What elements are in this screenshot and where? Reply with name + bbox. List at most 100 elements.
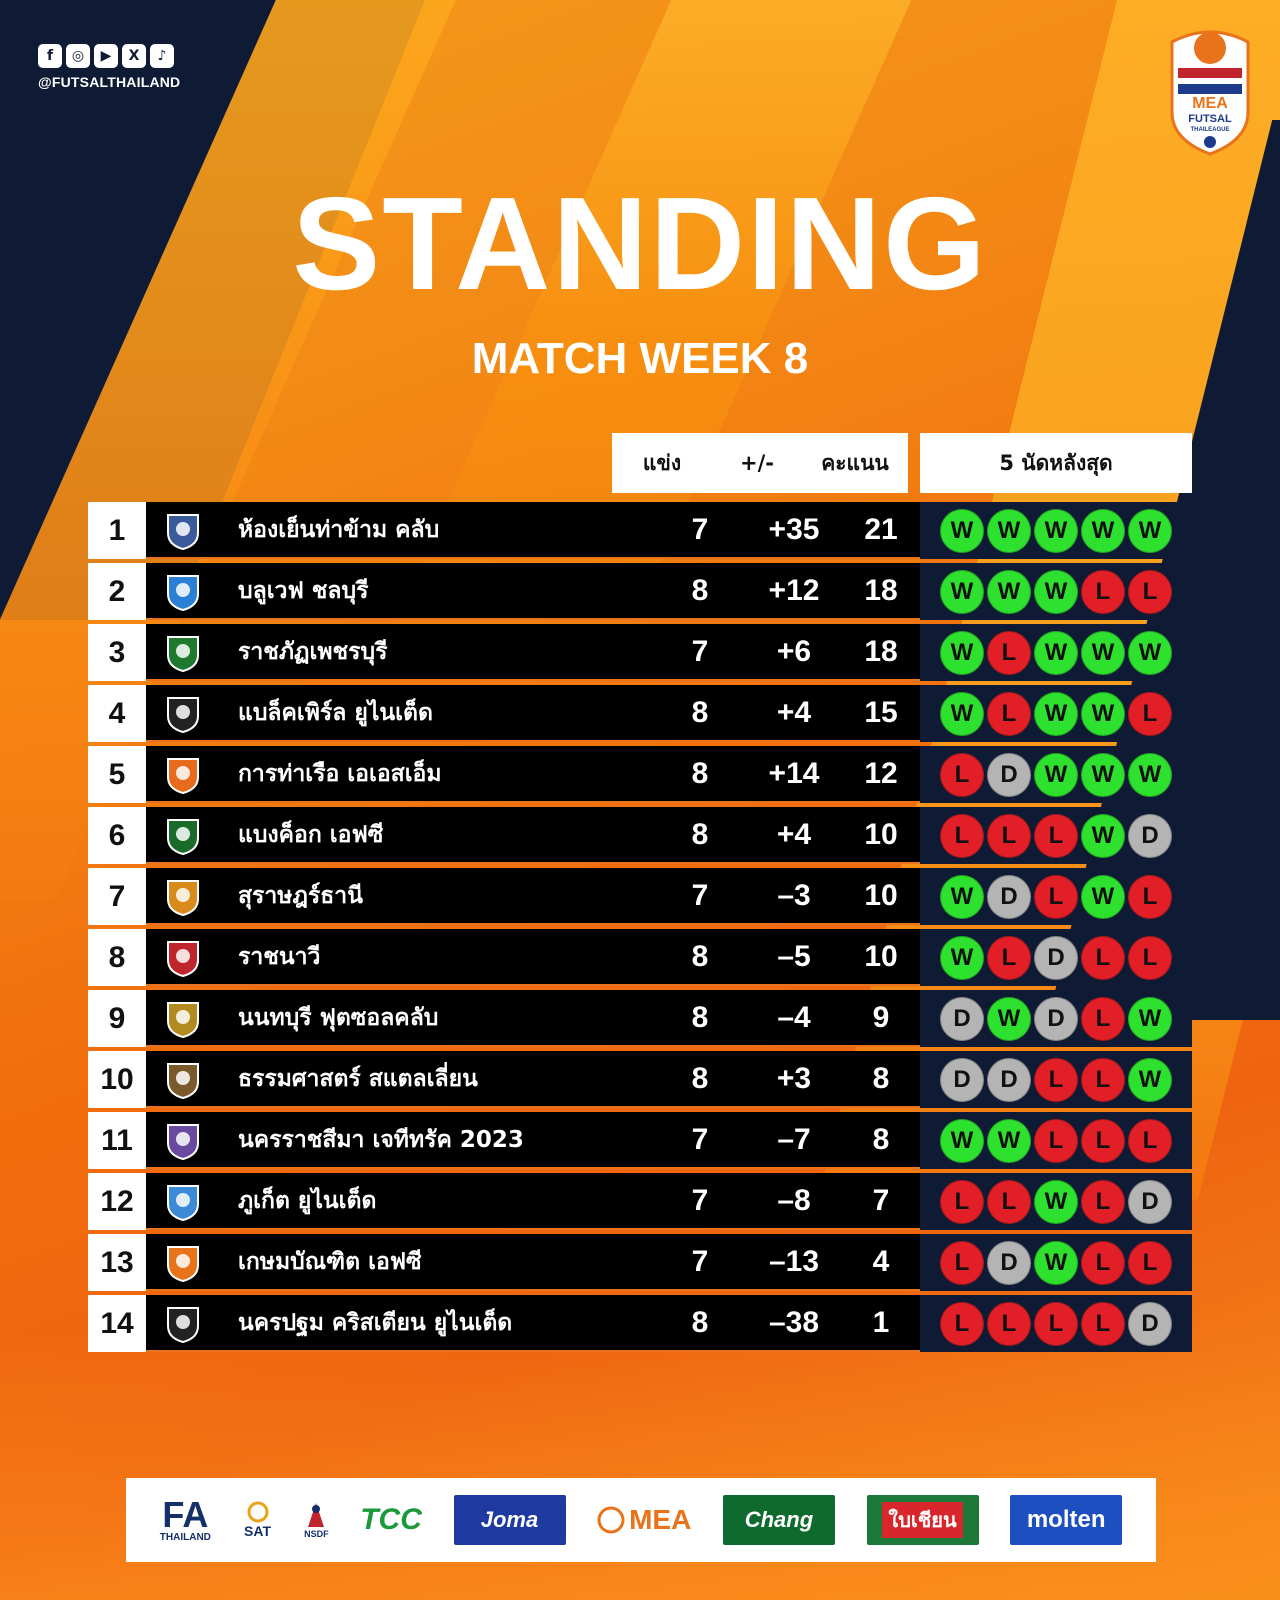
- position: 13: [88, 1234, 146, 1291]
- club-crest-icon: [160, 1239, 206, 1285]
- header-played: แข่ง: [642, 450, 682, 475]
- page-title: STANDING: [292, 170, 988, 317]
- form-result-draw: D: [1128, 813, 1172, 858]
- form-result-loss: L: [940, 1301, 984, 1346]
- form-result-loss: L: [1081, 1179, 1125, 1224]
- header-form: 5 นัดหลังสุด: [999, 450, 1113, 475]
- header-points: คะแนน: [821, 450, 889, 475]
- facebook-icon[interactable]: f: [38, 44, 62, 68]
- form-result-win: W: [987, 1118, 1031, 1163]
- form-result-loss: L: [1081, 569, 1125, 614]
- form-result-win: W: [940, 1118, 984, 1163]
- team-name: แบงค็อก เอฟซี: [238, 821, 384, 848]
- team-name: ราชนาวี: [238, 943, 321, 970]
- goal-diff-value: +3: [776, 1061, 812, 1095]
- team-cell: นครปฐม คริสเตียน ยูไนเต็ด 8 –38 1: [146, 1295, 920, 1352]
- form-result-win: W: [1034, 569, 1078, 614]
- x-icon[interactable]: X: [122, 44, 146, 68]
- position: 3: [88, 624, 146, 681]
- team-cell: นครราชสีมา เจทีทรัค 2023 7 –7 8: [146, 1112, 920, 1169]
- form-result-win: W: [987, 996, 1031, 1041]
- social-handle: @FUTSALTHAILAND: [38, 74, 181, 90]
- team-cell: สุราษฎร์ธานี 7 –3 10: [146, 868, 920, 925]
- played-value: 7: [691, 878, 709, 912]
- form-result-win: W: [1034, 752, 1078, 797]
- team-name: แบล็คเพิร์ล ยูไนเต็ด: [238, 699, 433, 726]
- form-result-loss: L: [1034, 1301, 1078, 1346]
- baisien-logo: ใบเชียน: [866, 1495, 979, 1545]
- goal-diff-value: +4: [776, 695, 812, 729]
- position: 8: [88, 929, 146, 986]
- points-value: 18: [864, 634, 898, 668]
- form-result-win: W: [1034, 508, 1078, 553]
- form-result-loss: L: [940, 813, 984, 858]
- sponsor-bar: FA THAILAND SAT NSDF TCC Joma MEA Chang …: [126, 1478, 1156, 1562]
- form-result-draw: D: [940, 1057, 984, 1102]
- club-crest-icon: [160, 1117, 206, 1163]
- tcc-logo: TCC: [360, 1503, 422, 1536]
- team-name: สุราษฎร์ธานี: [238, 882, 363, 909]
- club-crest-icon: [160, 995, 206, 1041]
- form-result-loss: L: [1081, 1118, 1125, 1163]
- form-result-draw: D: [1034, 935, 1078, 980]
- tiktok-icon[interactable]: ♪: [150, 44, 174, 68]
- form-result-win: W: [940, 691, 984, 736]
- form-result-loss: L: [1034, 1057, 1078, 1102]
- form-result-win: W: [1081, 508, 1125, 553]
- points-value: 4: [872, 1244, 890, 1278]
- svg-text:MEA: MEA: [1192, 95, 1228, 112]
- goal-diff-value: +6: [776, 634, 812, 668]
- position: 7: [88, 868, 146, 925]
- team-name: การท่าเรือ เอเอสเอ็ม: [238, 760, 442, 787]
- points-value: 21: [864, 512, 898, 546]
- team-name: ภูเก็ต ยูไนเต็ด: [238, 1187, 377, 1214]
- team-name: ห้องเย็นท่าข้าม คลับ: [238, 516, 440, 543]
- position: 1: [88, 502, 146, 559]
- team-cell: แบงค็อก เอฟซี 8 +4 10: [146, 807, 920, 864]
- points-value: 7: [872, 1183, 890, 1217]
- form-result-loss: L: [940, 752, 984, 797]
- youtube-icon[interactable]: ▶: [94, 44, 118, 68]
- points-value: 10: [864, 878, 898, 912]
- team-name: นครราชสีมา เจทีทรัค 2023: [238, 1126, 524, 1153]
- team-cell: บลูเวฟ ชลบุรี 8 +12 18: [146, 563, 920, 620]
- form-result-loss: L: [987, 630, 1031, 675]
- form-result-win: W: [940, 630, 984, 675]
- form-result-win: W: [987, 569, 1031, 614]
- form-result-win: W: [1081, 813, 1125, 858]
- goal-diff-value: –8: [777, 1183, 811, 1217]
- instagram-icon[interactable]: ◎: [66, 44, 90, 68]
- team-cell: ราชภัฏเพชรบุรี 7 +6 18: [146, 624, 920, 681]
- joma-logo: Joma: [453, 1495, 566, 1545]
- form-result-loss: L: [1128, 691, 1172, 736]
- form-result-win: W: [1128, 630, 1172, 675]
- team-cell: แบล็คเพิร์ล ยูไนเต็ด 8 +4 15: [146, 685, 920, 742]
- form-result-loss: L: [987, 1301, 1031, 1346]
- position: 12: [88, 1173, 146, 1230]
- played-value: 7: [691, 634, 709, 668]
- club-crest-icon: [160, 812, 206, 858]
- club-crest-icon: [160, 1178, 206, 1224]
- form-result-loss: L: [1081, 996, 1125, 1041]
- form-result-loss: L: [1081, 935, 1125, 980]
- position: 14: [88, 1295, 146, 1352]
- form-result-win: W: [1128, 508, 1172, 553]
- form-result-loss: L: [940, 1179, 984, 1224]
- goal-diff-value: –38: [768, 1305, 820, 1339]
- form-result-win: W: [1128, 996, 1172, 1041]
- position: 9: [88, 990, 146, 1047]
- form-result-draw: D: [940, 996, 984, 1041]
- form-result-draw: D: [987, 752, 1031, 797]
